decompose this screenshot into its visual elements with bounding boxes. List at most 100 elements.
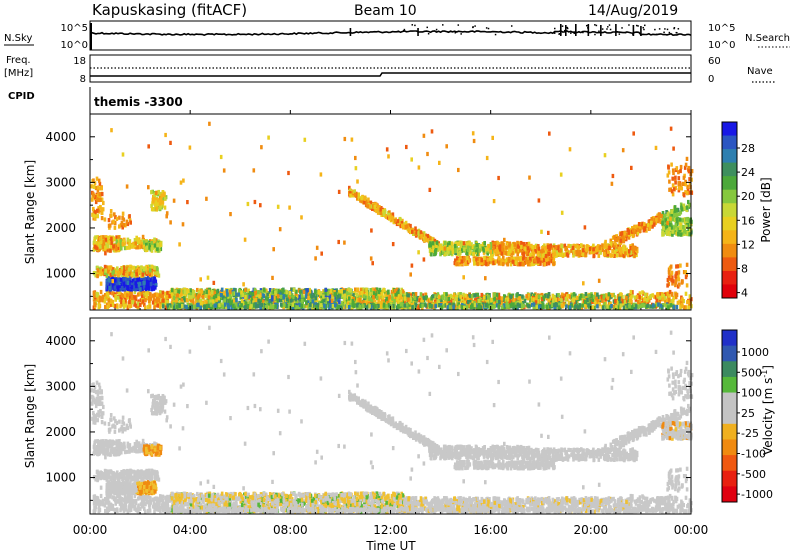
noise-search-dot bbox=[642, 26, 644, 29]
power-cell bbox=[655, 298, 659, 303]
power-cell bbox=[200, 301, 203, 306]
power-cell bbox=[234, 291, 237, 296]
power-cell bbox=[478, 305, 481, 310]
power-cell bbox=[564, 297, 568, 302]
power-cell bbox=[514, 304, 518, 309]
power-cell bbox=[299, 289, 302, 294]
power-cell bbox=[341, 293, 345, 298]
power-cell bbox=[341, 302, 344, 308]
power-cell bbox=[219, 293, 223, 298]
power-cell bbox=[126, 290, 130, 295]
power-cell bbox=[290, 298, 293, 303]
power-cell bbox=[328, 304, 332, 309]
power-cell bbox=[473, 302, 477, 308]
power-cell bbox=[479, 301, 483, 307]
power-cell bbox=[196, 287, 199, 293]
power-cell bbox=[135, 272, 138, 277]
power-cell bbox=[122, 277, 125, 282]
frequency-panel-frame bbox=[89, 54, 692, 83]
power-cell bbox=[462, 295, 465, 300]
power-cell bbox=[308, 289, 312, 294]
power-cell bbox=[477, 302, 481, 307]
power-cell bbox=[166, 303, 169, 308]
power-cell bbox=[527, 303, 530, 309]
power-cell bbox=[500, 296, 504, 301]
power-cell bbox=[527, 296, 530, 301]
power-cell bbox=[279, 294, 283, 299]
power-cell bbox=[525, 294, 528, 299]
power-cell bbox=[252, 298, 255, 304]
power-cell bbox=[587, 294, 590, 299]
power-cell bbox=[374, 301, 377, 306]
power-cell bbox=[314, 305, 318, 310]
power-cell bbox=[365, 287, 368, 292]
power-cell bbox=[120, 269, 123, 274]
power-cell bbox=[440, 305, 443, 310]
power-cell bbox=[127, 244, 131, 249]
power-cell bbox=[92, 184, 96, 189]
power-cell bbox=[417, 305, 421, 310]
power-cell bbox=[449, 293, 453, 298]
power-cell bbox=[99, 289, 103, 295]
power-cell bbox=[265, 296, 268, 301]
power-cell bbox=[389, 297, 393, 302]
power-cell bbox=[268, 288, 272, 293]
power-cell bbox=[391, 299, 395, 304]
power-cell bbox=[300, 303, 303, 308]
power-cell bbox=[314, 296, 317, 301]
power-cell bbox=[373, 204, 377, 209]
power-cell bbox=[150, 264, 154, 269]
power-cell bbox=[546, 294, 550, 299]
power-cell bbox=[304, 294, 308, 299]
power-cell bbox=[148, 268, 152, 273]
power-cell bbox=[482, 248, 486, 253]
power-cell bbox=[226, 292, 229, 297]
power-cell bbox=[211, 299, 215, 304]
power-cell bbox=[386, 300, 389, 305]
power-cell bbox=[514, 298, 518, 303]
power-cell bbox=[337, 304, 341, 309]
power-cell bbox=[156, 242, 160, 247]
noise-sky-series bbox=[89, 30, 692, 37]
power-cell bbox=[396, 297, 399, 302]
power-cell bbox=[323, 303, 326, 308]
power-cell bbox=[471, 303, 474, 308]
power-cell bbox=[147, 298, 151, 304]
power-cell bbox=[665, 303, 668, 308]
power-cell bbox=[437, 294, 441, 299]
power-cell bbox=[150, 272, 154, 277]
power-cell bbox=[581, 296, 584, 301]
power-cell bbox=[186, 302, 190, 307]
power-cell bbox=[213, 288, 216, 294]
power-cell bbox=[220, 295, 223, 300]
power-cell bbox=[223, 290, 226, 295]
power-cell bbox=[241, 301, 245, 306]
power-cell bbox=[395, 287, 399, 292]
power-cell bbox=[391, 296, 394, 301]
power-cell bbox=[164, 305, 168, 310]
power-cell bbox=[211, 292, 214, 297]
power-cell bbox=[237, 288, 241, 293]
power-cell bbox=[223, 302, 227, 307]
noise-search-dot bbox=[624, 31, 627, 34]
power-cell bbox=[621, 299, 625, 304]
power-cell bbox=[547, 292, 551, 297]
power-cell bbox=[328, 294, 332, 299]
power-cell bbox=[684, 305, 688, 310]
power-cell bbox=[101, 298, 104, 303]
power-cell bbox=[152, 279, 156, 284]
power-cell bbox=[150, 207, 154, 212]
power-cell bbox=[309, 302, 312, 308]
power-cell bbox=[370, 302, 373, 307]
power-cell bbox=[534, 300, 538, 305]
power-cell bbox=[183, 298, 187, 303]
power-cell bbox=[593, 305, 596, 310]
power-cell bbox=[656, 292, 659, 297]
power-cell bbox=[557, 305, 561, 310]
power-cell bbox=[543, 293, 547, 298]
power-cell bbox=[320, 303, 323, 308]
power-cell bbox=[110, 240, 113, 245]
power-cell bbox=[452, 299, 456, 305]
power-cell bbox=[127, 304, 131, 309]
power-cell bbox=[629, 298, 633, 304]
